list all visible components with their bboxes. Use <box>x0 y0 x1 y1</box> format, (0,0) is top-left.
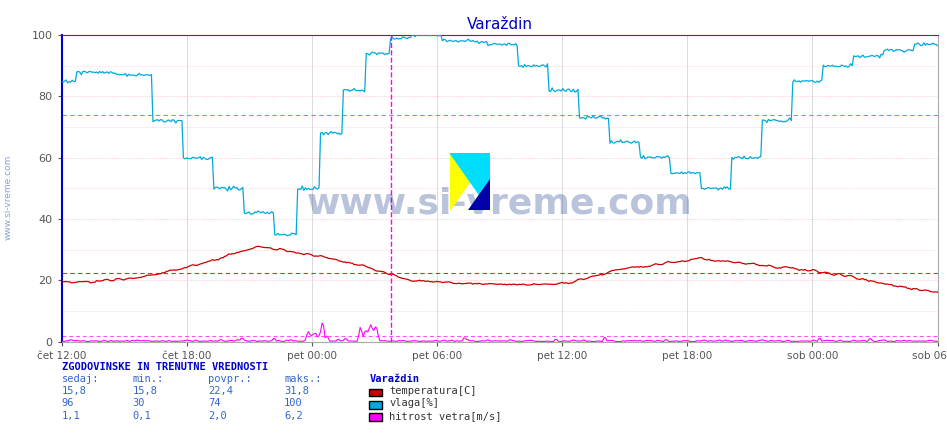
Polygon shape <box>468 179 490 210</box>
Text: sedaj:: sedaj: <box>62 374 99 384</box>
Text: maks.:: maks.: <box>284 374 322 384</box>
Text: vlaga[%]: vlaga[%] <box>389 399 439 409</box>
Text: 15,8: 15,8 <box>133 386 157 396</box>
Text: 6,2: 6,2 <box>284 411 303 421</box>
Text: 100: 100 <box>284 399 303 409</box>
Text: 96: 96 <box>62 399 74 409</box>
Text: www.si-vreme.com: www.si-vreme.com <box>4 155 13 240</box>
Text: hitrost vetra[m/s]: hitrost vetra[m/s] <box>389 411 502 421</box>
Text: 1,1: 1,1 <box>62 411 80 421</box>
Text: www.si-vreme.com: www.si-vreme.com <box>307 187 692 221</box>
Text: 2,0: 2,0 <box>208 411 227 421</box>
Text: temperatura[C]: temperatura[C] <box>389 386 476 396</box>
Text: 22,4: 22,4 <box>208 386 233 396</box>
Title: Varaždin: Varaždin <box>467 18 532 32</box>
Text: 15,8: 15,8 <box>62 386 86 396</box>
Text: ZGODOVINSKE IN TRENUTNE VREDNOSTI: ZGODOVINSKE IN TRENUTNE VREDNOSTI <box>62 362 268 372</box>
Text: 0,1: 0,1 <box>133 411 152 421</box>
Text: 31,8: 31,8 <box>284 386 309 396</box>
Polygon shape <box>450 153 490 210</box>
Text: Varaždin: Varaždin <box>369 374 420 384</box>
Text: 30: 30 <box>133 399 145 409</box>
Text: min.:: min.: <box>133 374 164 384</box>
Text: povpr.:: povpr.: <box>208 374 252 384</box>
Text: 74: 74 <box>208 399 221 409</box>
Polygon shape <box>450 153 490 210</box>
